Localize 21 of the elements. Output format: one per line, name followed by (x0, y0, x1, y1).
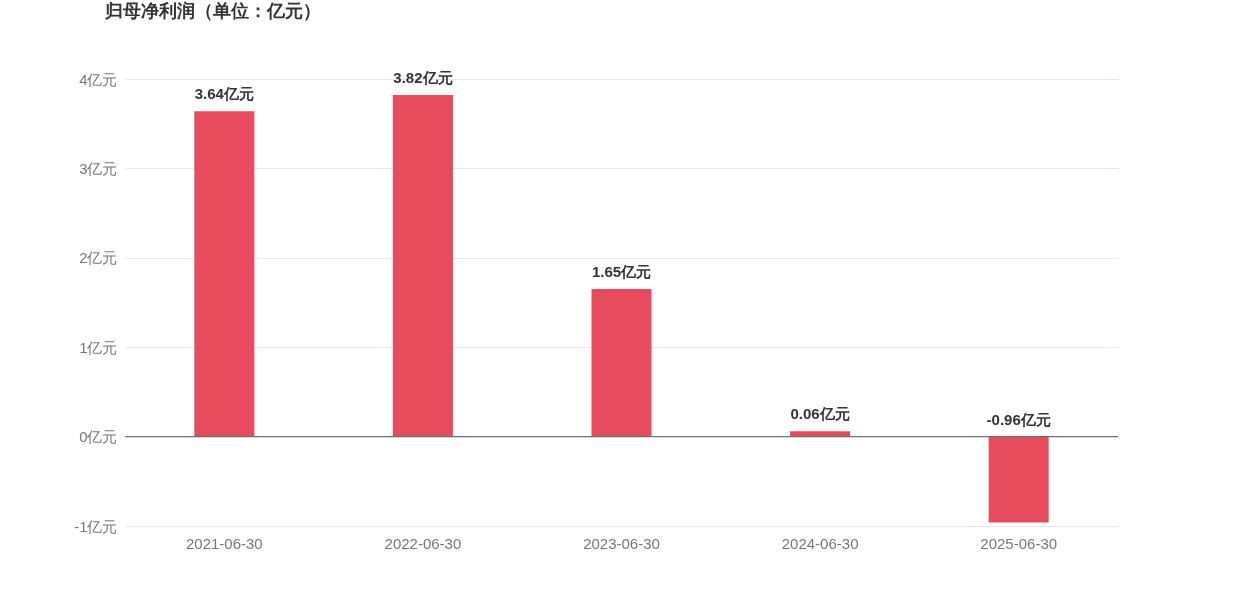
x-tick-label: 2024-06-30 (781, 534, 859, 552)
x-tick-label: 2022-06-30 (384, 534, 462, 552)
y-tick-label: 2亿元 (79, 249, 118, 267)
data-label: 0.06亿元 (790, 405, 850, 423)
y-tick-label: 3亿元 (79, 159, 118, 177)
chart-title: 归母净利润（单位：亿元） (104, 1, 321, 22)
data-label: 3.64亿元 (194, 85, 254, 103)
x-tick-label: 2021-06-30 (185, 534, 263, 552)
bar (591, 289, 652, 437)
y-tick-label: 1亿元 (79, 338, 118, 356)
y-tick-label: 0亿元 (79, 428, 118, 446)
data-label: -0.96亿元 (986, 410, 1051, 428)
y-tick-label: 4亿元 (79, 70, 118, 88)
y-tick-label: -1亿元 (74, 517, 118, 535)
x-tick-label: 2025-06-30 (980, 534, 1058, 552)
data-label: 3.82亿元 (393, 69, 453, 87)
bar (194, 111, 255, 437)
x-tick-label: 2023-06-30 (583, 534, 660, 552)
bar (392, 95, 453, 437)
data-label: 1.65亿元 (591, 263, 652, 281)
bar (988, 436, 1049, 523)
